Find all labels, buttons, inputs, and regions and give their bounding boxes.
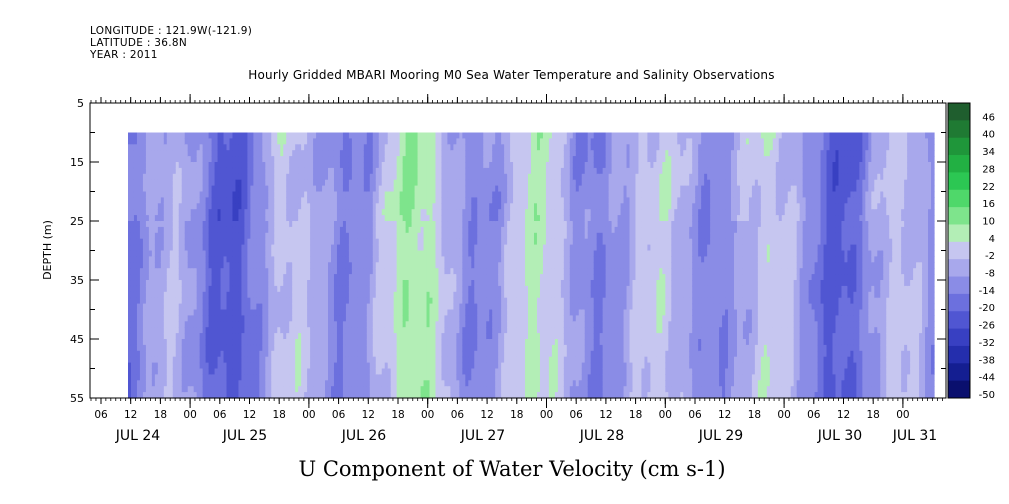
y-tick-label: 45 (70, 333, 84, 346)
colorbar-label: -14 (979, 286, 995, 297)
colorbar-swatch (948, 103, 970, 121)
longitude-label: LONGITUDE : 121.9W(-121.9) (90, 25, 253, 37)
colorbar-swatch (948, 293, 970, 312)
year-label: YEAR : 2011 (90, 49, 158, 61)
x-hour-tick-label: 12 (599, 409, 612, 421)
colorbar-label: -20 (979, 303, 995, 314)
x-hour-tick-label: 12 (124, 409, 137, 421)
colorbar-swatch (948, 155, 970, 173)
x-hour-tick-label: 18 (748, 409, 761, 421)
colorbar-swatch (948, 120, 970, 139)
colorbar-swatch (948, 172, 970, 191)
colorbar-label: 28 (982, 164, 995, 175)
x-hour-tick-label: 00 (183, 409, 196, 421)
x-hour-tick-label: 12 (718, 409, 731, 421)
x-hour-tick-label: 12 (362, 409, 375, 421)
colorbar-label: -8 (985, 269, 995, 280)
x-hour-tick-label: 18 (273, 409, 286, 421)
colorbar-swatch (948, 311, 970, 329)
colorbar-swatch (948, 241, 970, 260)
colorbar-swatch (948, 276, 970, 295)
colorbar-swatch (948, 207, 970, 225)
x-hour-tick-label: 00 (302, 409, 315, 421)
colorbar-label: 22 (982, 182, 995, 193)
colorbar-label: -32 (979, 338, 995, 349)
colorbar-swatch (948, 137, 970, 156)
x-hour-tick-label: 18 (867, 409, 880, 421)
x-hour-tick-label: 12 (480, 409, 493, 421)
colorbar-label: 16 (982, 199, 995, 210)
colorbar-label: 10 (982, 216, 995, 227)
colorbar-label: 4 (989, 234, 995, 245)
x-hour-tick-label: 00 (659, 409, 672, 421)
colorbar-swatch (948, 363, 970, 382)
colorbar-label: -44 (979, 373, 995, 384)
colorbar-swatch (948, 189, 970, 208)
x-date-label: JUL 30 (817, 428, 862, 444)
y-tick-label: 35 (70, 274, 84, 287)
x-date-label: JUL 24 (115, 428, 161, 444)
y-tick-label: 5 (77, 97, 84, 110)
x-hour-tick-label: 06 (570, 409, 584, 421)
x-axis-label: U Component of Water Velocity (cm s-1) (298, 457, 725, 481)
colorbar-label: -26 (979, 321, 995, 332)
colorbar-label: -2 (985, 251, 995, 262)
x-date-label: JUL 26 (341, 428, 387, 444)
x-date-label: JUL 31 (892, 428, 937, 444)
colorbar-label: 40 (982, 130, 995, 141)
x-hour-tick-label: 18 (629, 409, 642, 421)
colorbar-label: 46 (982, 112, 995, 123)
colorbar-label: 34 (982, 147, 995, 158)
colorbar-label: -50 (979, 390, 995, 401)
colorbar-swatch (948, 345, 970, 364)
y-axis-label: DEPTH (m) (41, 220, 54, 280)
colorbar-swatch (948, 328, 970, 347)
x-hour-tick-label: 06 (94, 409, 108, 421)
x-hour-tick-label: 06 (807, 409, 821, 421)
x-date-label: JUL 28 (579, 428, 624, 444)
x-hour-tick-label: 18 (154, 409, 167, 421)
x-hour-tick-label: 00 (421, 409, 434, 421)
x-hour-tick-label: 00 (777, 409, 790, 421)
y-tick-label: 15 (70, 156, 84, 169)
latitude-label: LATITUDE : 36.8N (90, 37, 188, 49)
colorbar-swatch (948, 224, 970, 243)
x-date-label: JUL 29 (698, 428, 743, 444)
x-hour-tick-label: 12 (837, 409, 850, 421)
colorbar-swatch (948, 380, 970, 399)
x-hour-tick-label: 12 (243, 409, 256, 421)
x-hour-tick-label: 06 (688, 409, 702, 421)
x-hour-tick-label: 00 (540, 409, 553, 421)
x-date-label: JUL 27 (460, 428, 505, 444)
x-hour-tick-label: 00 (896, 409, 909, 421)
x-hour-tick-label: 06 (213, 409, 227, 421)
colorbar-swatch (948, 259, 970, 277)
x-hour-tick-label: 18 (391, 409, 404, 421)
colorbar-label: -38 (979, 355, 995, 366)
y-tick-label: 55 (70, 392, 84, 405)
x-date-label: JUL 25 (222, 428, 267, 444)
x-hour-tick-label: 06 (451, 409, 465, 421)
x-hour-tick-label: 06 (332, 409, 346, 421)
x-hour-tick-label: 18 (510, 409, 523, 421)
y-tick-label: 25 (70, 215, 84, 228)
chart-title: Hourly Gridded MBARI Mooring M0 Sea Wate… (248, 68, 775, 82)
